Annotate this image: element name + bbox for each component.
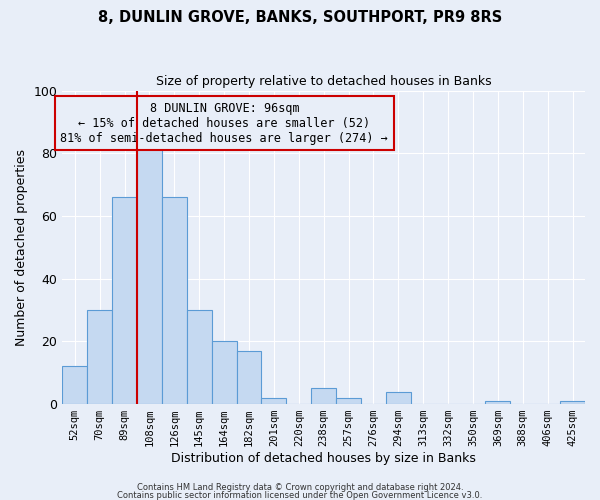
Bar: [187, 310, 212, 404]
X-axis label: Distribution of detached houses by size in Banks: Distribution of detached houses by size …: [171, 452, 476, 465]
Bar: [212, 342, 236, 404]
Text: Contains HM Land Registry data © Crown copyright and database right 2024.: Contains HM Land Registry data © Crown c…: [137, 484, 463, 492]
Bar: [485, 401, 511, 404]
Bar: [386, 392, 411, 404]
Bar: [236, 351, 262, 404]
Y-axis label: Number of detached properties: Number of detached properties: [15, 149, 28, 346]
Bar: [112, 197, 137, 404]
Bar: [262, 398, 286, 404]
Text: 8 DUNLIN GROVE: 96sqm
← 15% of detached houses are smaller (52)
81% of semi-deta: 8 DUNLIN GROVE: 96sqm ← 15% of detached …: [61, 102, 388, 144]
Text: Contains public sector information licensed under the Open Government Licence v3: Contains public sector information licen…: [118, 491, 482, 500]
Bar: [137, 140, 162, 404]
Bar: [162, 197, 187, 404]
Bar: [87, 310, 112, 404]
Title: Size of property relative to detached houses in Banks: Size of property relative to detached ho…: [156, 75, 491, 88]
Bar: [560, 401, 585, 404]
Bar: [62, 366, 87, 404]
Bar: [336, 398, 361, 404]
Bar: [311, 388, 336, 404]
Text: 8, DUNLIN GROVE, BANKS, SOUTHPORT, PR9 8RS: 8, DUNLIN GROVE, BANKS, SOUTHPORT, PR9 8…: [98, 10, 502, 25]
